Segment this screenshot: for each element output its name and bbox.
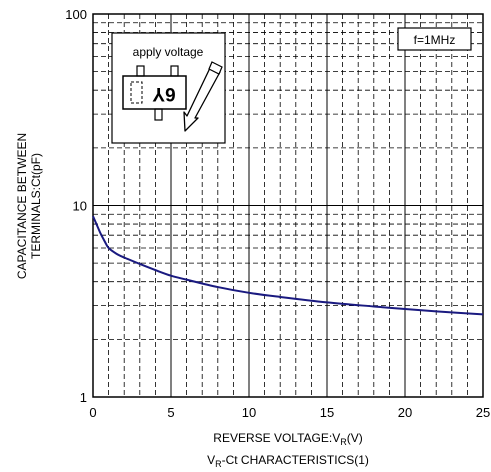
x-tick-label: 10 bbox=[242, 405, 256, 420]
x-axis-title: REVERSE VOLTAGE:VR(V) bbox=[213, 431, 362, 447]
y-tick-label: 10 bbox=[73, 199, 87, 214]
package-lead-bottom bbox=[154, 108, 163, 121]
x-tick-label: 25 bbox=[476, 405, 490, 420]
chart-caption: VR-Ct CHARACTERISTICS(1) bbox=[207, 453, 369, 469]
x-tick-labels: 0 5 10 15 20 25 bbox=[89, 405, 490, 420]
x-tick-label: 15 bbox=[320, 405, 334, 420]
frequency-label: f=1MHz bbox=[414, 33, 456, 47]
x-tick-label: 0 bbox=[89, 405, 96, 420]
y-tick-label: 1 bbox=[80, 390, 87, 405]
frequency-box-frame bbox=[397, 27, 472, 51]
package-marking: 6Y bbox=[152, 83, 176, 104]
inset-label: apply voltage bbox=[133, 45, 204, 59]
probe-tip-icon bbox=[208, 61, 223, 75]
plot-frame bbox=[92, 13, 484, 398]
y-axis-title-line2: TERMINALS:Ct(pF) bbox=[29, 153, 43, 259]
grid bbox=[93, 14, 483, 397]
capacitance-curve bbox=[92, 215, 484, 316]
x-tick-label: 5 bbox=[167, 405, 174, 420]
y-tick-labels: 1 10 100 bbox=[65, 7, 87, 405]
apply-voltage-inset: apply voltage 6Y bbox=[111, 32, 226, 144]
frequency-box: f=1MHz bbox=[397, 27, 472, 51]
y-tick-label: 100 bbox=[65, 7, 87, 22]
probe-arrow-icon bbox=[183, 67, 221, 132]
package-index-mark bbox=[130, 81, 143, 104]
y-axis-title-line1: CAPACITANCE BETWEEN bbox=[15, 133, 29, 279]
x-tick-label: 20 bbox=[398, 405, 412, 420]
